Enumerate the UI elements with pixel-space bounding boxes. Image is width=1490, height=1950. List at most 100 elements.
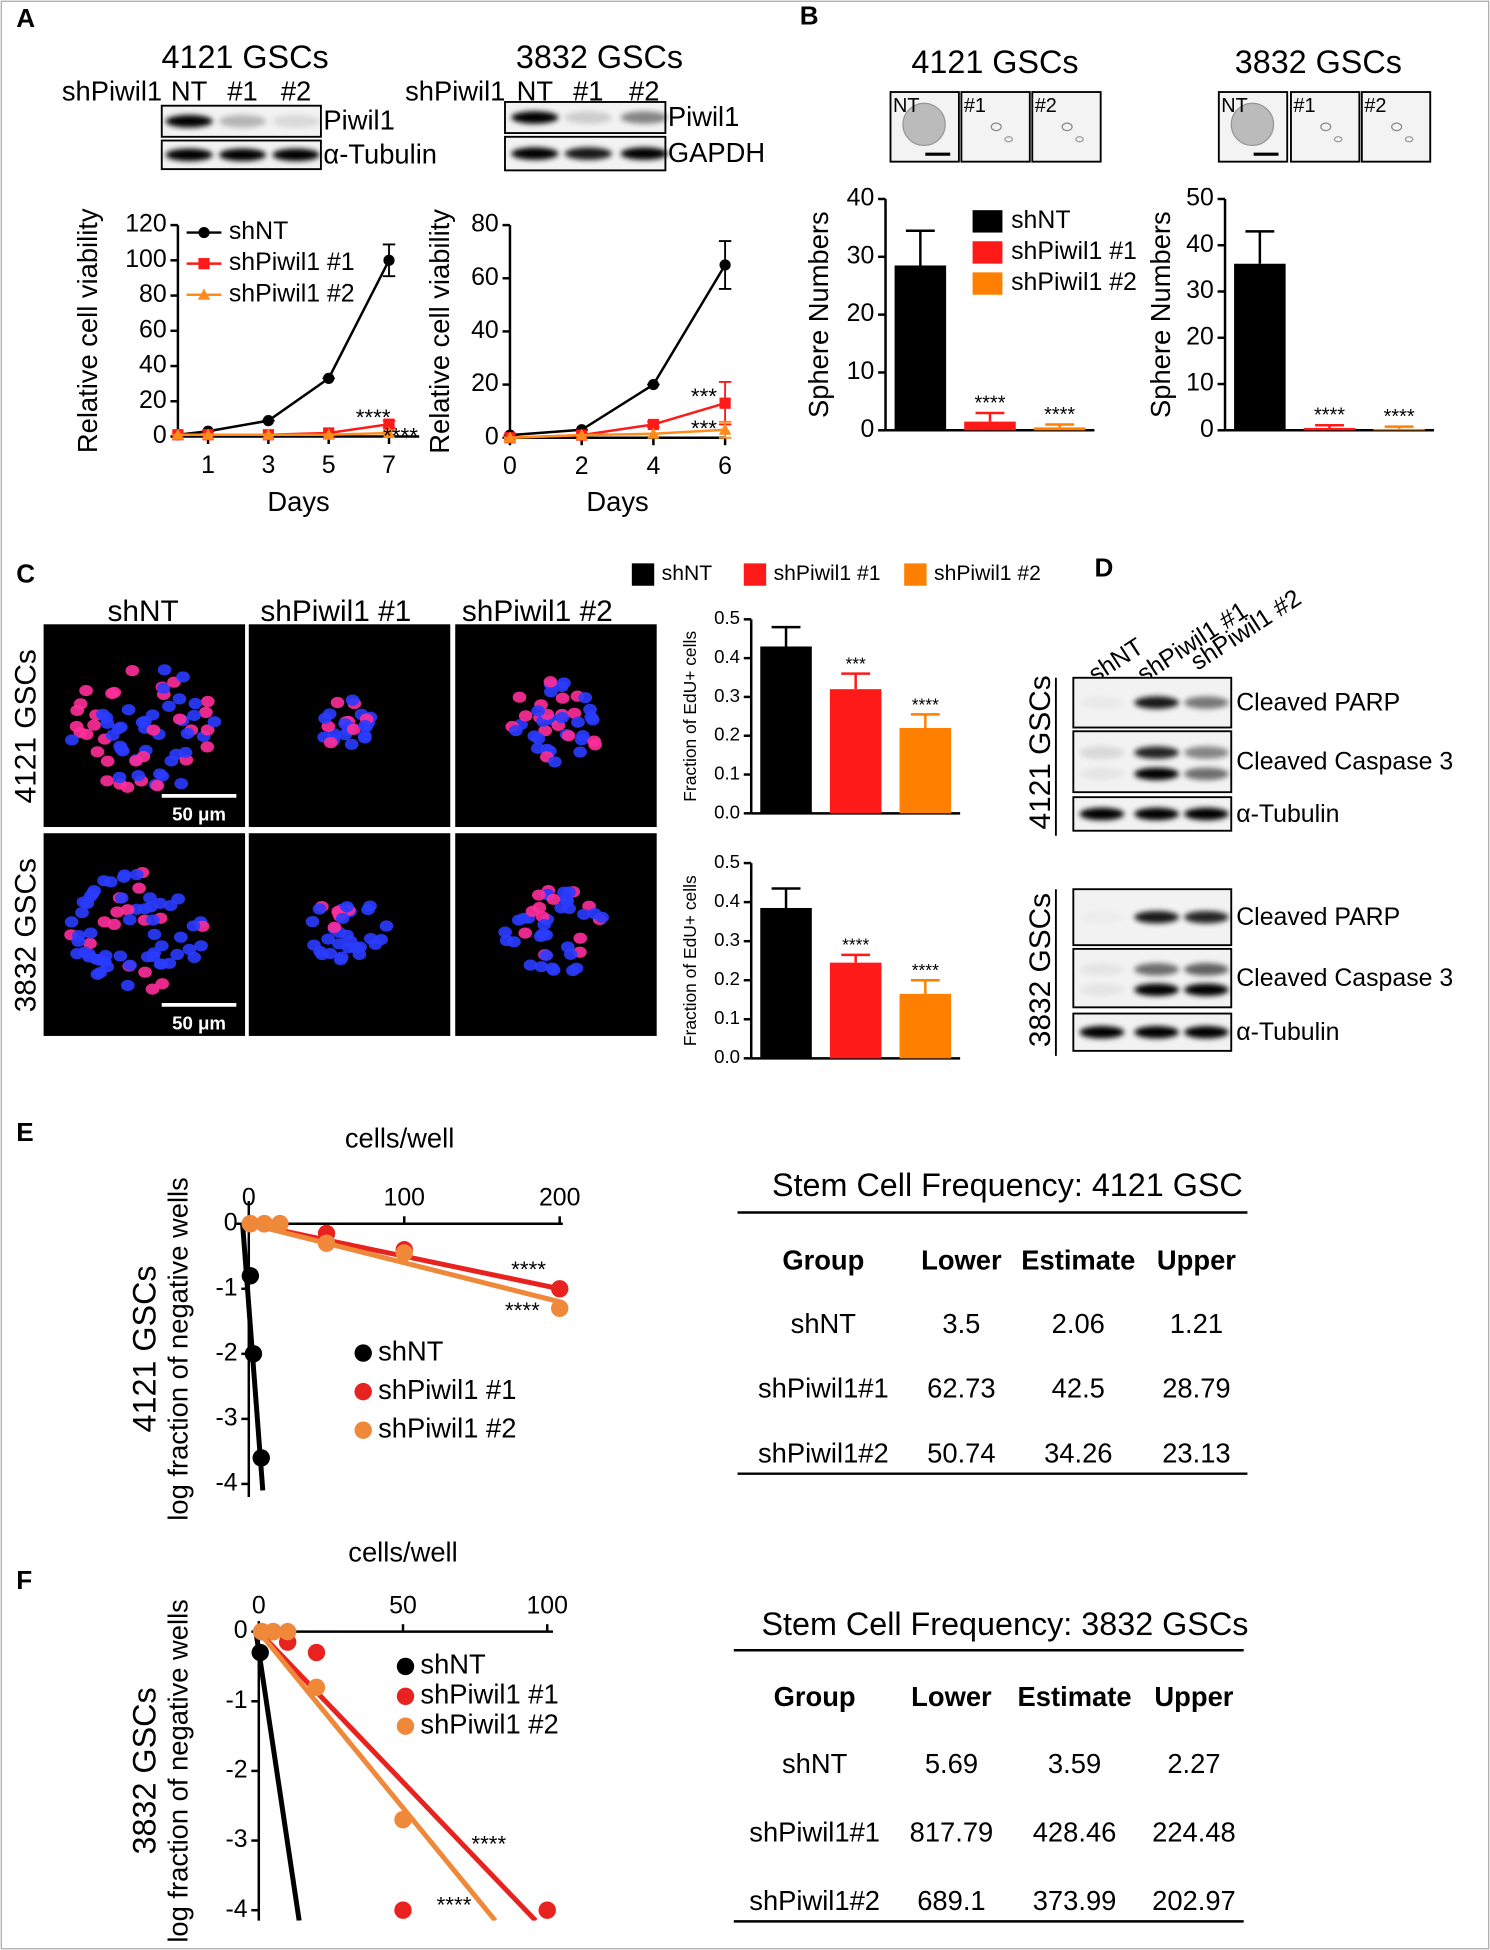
table-cell: shNT: [782, 1748, 848, 1779]
blot-band: [1183, 963, 1229, 976]
x-tick-label: 100: [384, 1183, 425, 1211]
nucleus: [518, 927, 533, 939]
y-tick-label: 0.3: [714, 685, 740, 706]
nucleus: [562, 886, 576, 898]
table-cell: shPiwil1#2: [749, 1885, 880, 1916]
legend-swatch: [972, 272, 1003, 295]
nucleus: [498, 926, 512, 938]
x-tick-label: 4: [646, 452, 660, 480]
nucleus: [105, 729, 120, 741]
annotation: ****: [471, 1831, 506, 1856]
nucleus: [546, 964, 561, 976]
y-tick-label: 40: [471, 316, 499, 344]
nucleus: [330, 696, 345, 709]
nucleus: [153, 958, 168, 970]
nucleus: [566, 964, 580, 977]
nucleus: [517, 912, 531, 924]
nucleus: [122, 914, 137, 926]
nucleus: [157, 664, 172, 676]
panel-label: A: [16, 3, 35, 33]
nucleus: [123, 959, 137, 971]
nucleus: [537, 919, 552, 931]
table-cell: shPiwil1#2: [758, 1437, 889, 1468]
nucleus: [171, 893, 186, 905]
nucleus: [120, 979, 135, 992]
bar: [1303, 427, 1356, 431]
legend-label: shPiwil1 #2: [1011, 268, 1137, 296]
nucleus: [543, 676, 558, 688]
error-bar: [841, 953, 871, 963]
blot-band: [1080, 911, 1125, 923]
table-cell: 23.13: [1162, 1437, 1230, 1468]
nucleus: [121, 704, 136, 716]
nucleus: [531, 733, 546, 745]
nucleus: [344, 738, 359, 750]
microscopy-image: [455, 833, 657, 1036]
blot-band: [1183, 1025, 1229, 1039]
nucleus: [156, 682, 171, 694]
blot-band: [218, 115, 267, 128]
table-header: Lower: [921, 1244, 1002, 1275]
y-tick-label: 30: [1186, 276, 1214, 304]
y-tick-label: 0: [861, 415, 875, 443]
error-bar: [841, 672, 871, 690]
blot-band: [1080, 696, 1125, 708]
blot-band: [1079, 983, 1125, 997]
legend-label: shPiwil1 #1: [1011, 237, 1137, 265]
bar: [1373, 428, 1425, 431]
annotation: ****: [975, 392, 1006, 414]
sphere-lane-label: #2: [1035, 95, 1057, 117]
point: [252, 1449, 270, 1467]
point: [307, 1643, 326, 1662]
table-cell: 62.73: [927, 1373, 995, 1404]
line: [509, 428, 726, 439]
nucleus: [146, 724, 161, 736]
y-tick-label: 0: [224, 1208, 238, 1236]
blot-band: [165, 148, 213, 162]
table-title: Stem Cell Frequency: 3832 GSCs: [761, 1606, 1248, 1642]
blot-title: 4121 GSCs: [162, 39, 329, 75]
sphere-image: [1031, 91, 1102, 163]
y-tick-label: 0.2: [714, 968, 740, 989]
nucleus: [90, 746, 105, 758]
point: [271, 1215, 289, 1233]
nucleus: [523, 959, 538, 971]
legend-label: shNT: [1011, 206, 1070, 234]
nucleus: [200, 724, 215, 736]
blot-band: [272, 148, 320, 162]
nucleus: [83, 927, 98, 939]
nucleus: [146, 914, 160, 926]
table-header: Group: [774, 1681, 856, 1712]
x-tick-label: 100: [526, 1591, 567, 1619]
table-cell: 373.99: [1033, 1885, 1117, 1916]
blot-band: [1134, 910, 1180, 924]
blot-row-label: α-Tubulin: [1236, 1018, 1339, 1046]
error-bar: [1045, 423, 1075, 428]
x-axis-label: Days: [586, 486, 648, 517]
table-header: Upper: [1154, 1681, 1233, 1712]
point: [278, 1622, 297, 1641]
blot-band: [1183, 696, 1229, 709]
nucleus: [79, 684, 93, 697]
table-cell: 5.69: [925, 1748, 978, 1779]
nucleus: [129, 869, 144, 881]
sphere: [1230, 102, 1275, 147]
table-cell: 689.1: [917, 1885, 985, 1916]
y-tick-label: 0.4: [714, 890, 740, 911]
y-axis-label: Sphere Numbers: [1145, 211, 1176, 418]
nucleus: [120, 904, 135, 916]
panel-label: C: [16, 559, 35, 589]
x-tick-label: 7: [382, 451, 396, 479]
lane-header: shPiwil1: [405, 75, 505, 106]
marker: [647, 378, 659, 391]
y-axis-label: Fraction of EdU+ cells: [680, 631, 700, 802]
table-cell: shPiwil1#1: [758, 1373, 889, 1404]
blot-box: [1072, 947, 1233, 1009]
point: [307, 1678, 326, 1697]
y-axis-label: Relative cell viability: [424, 209, 455, 454]
nucleus: [547, 756, 562, 768]
nucleus: [64, 916, 79, 928]
nucleus: [79, 728, 94, 741]
legend-label: shPiwil1 #2: [934, 562, 1041, 585]
nucleus: [100, 755, 115, 767]
